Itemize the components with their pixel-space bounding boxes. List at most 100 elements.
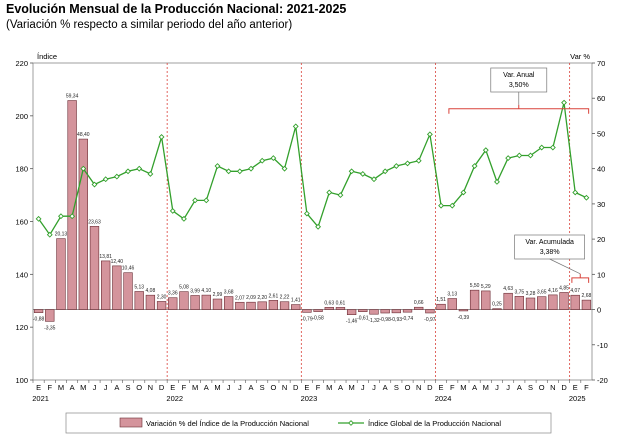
x-axis-month-label: A bbox=[70, 383, 75, 392]
index-point bbox=[348, 168, 355, 175]
right-axis-label: Var % bbox=[570, 52, 590, 61]
x-axis-month-label: S bbox=[260, 383, 265, 392]
bar bbox=[279, 301, 290, 310]
x-axis-month-label: E bbox=[170, 383, 175, 392]
annotation-label: Var. Anual bbox=[503, 72, 535, 79]
bar bbox=[559, 292, 569, 310]
index-point bbox=[438, 202, 445, 209]
bar bbox=[156, 301, 167, 310]
index-point bbox=[538, 144, 545, 151]
x-axis-month-label: E bbox=[304, 383, 309, 392]
index-point bbox=[203, 197, 210, 204]
bar bbox=[78, 138, 88, 310]
x-axis-month-label: A bbox=[517, 383, 522, 392]
bar bbox=[324, 307, 334, 310]
index-point bbox=[460, 189, 467, 196]
bar-value-label: 0,25 bbox=[492, 302, 502, 308]
x-axis-month-label: O bbox=[270, 383, 276, 392]
x-axis-month-label: A bbox=[338, 383, 343, 392]
bar-value-label: 2,68 bbox=[582, 293, 592, 299]
x-axis-month-label: F bbox=[450, 383, 455, 392]
bar-value-label: -1,32 bbox=[368, 318, 380, 324]
bar-value-label: 48,40 bbox=[77, 132, 90, 138]
x-axis-month-label: J bbox=[227, 383, 231, 392]
bar bbox=[548, 294, 558, 310]
bar-value-label: 0,61 bbox=[336, 300, 346, 306]
bar bbox=[257, 301, 267, 310]
bar bbox=[581, 299, 592, 310]
x-axis-month-label: D bbox=[293, 383, 299, 392]
bar bbox=[503, 292, 513, 310]
annotation-value: 3,38% bbox=[540, 249, 560, 256]
bar-value-label: -0,61 bbox=[357, 316, 369, 322]
bar-value-label: 2,20 bbox=[257, 295, 267, 301]
index-point bbox=[449, 202, 456, 209]
x-axis-month-label: F bbox=[584, 383, 589, 392]
bar bbox=[45, 309, 55, 322]
right-axis-tick-label: 60 bbox=[597, 94, 605, 103]
x-axis-month-label: M bbox=[349, 383, 355, 392]
x-axis-month-label: D bbox=[561, 383, 567, 392]
index-point bbox=[315, 223, 322, 230]
x-axis-month-label: S bbox=[126, 383, 131, 392]
x-axis-month-label: M bbox=[58, 383, 64, 392]
bar-value-label: 5,13 bbox=[134, 284, 144, 290]
bar-value-label: 4,63 bbox=[503, 286, 513, 292]
bar bbox=[190, 295, 200, 310]
index-point bbox=[214, 163, 221, 169]
x-axis-month-label: O bbox=[136, 383, 142, 392]
x-axis-month-label: M bbox=[192, 383, 198, 392]
bar bbox=[179, 291, 189, 310]
x-axis-month-label: D bbox=[427, 383, 433, 392]
bar-value-label: -0,79 bbox=[301, 316, 313, 322]
index-point bbox=[482, 147, 489, 154]
x-axis-month-label: J bbox=[93, 383, 97, 392]
bar-value-label: 4,16 bbox=[548, 288, 558, 294]
index-point bbox=[236, 168, 243, 175]
index-point bbox=[494, 178, 500, 185]
bar bbox=[313, 309, 323, 312]
bar-value-label: 20,13 bbox=[55, 232, 68, 238]
plot-frame bbox=[32, 62, 593, 381]
bar bbox=[492, 308, 502, 310]
bar-value-label: -0,93 bbox=[391, 317, 403, 323]
bar bbox=[447, 298, 457, 310]
bar bbox=[469, 289, 480, 310]
bar-value-label: 5,50 bbox=[470, 283, 480, 289]
x-axis-month-label: A bbox=[114, 383, 119, 392]
bar bbox=[112, 265, 122, 310]
bar bbox=[358, 309, 368, 313]
bar-value-label: 23,63 bbox=[88, 219, 101, 225]
left-axis-tick-label: 120 bbox=[15, 323, 28, 332]
x-axis-month-label: E bbox=[573, 383, 578, 392]
index-point bbox=[259, 157, 266, 164]
bar-value-label: 1,51 bbox=[436, 297, 446, 303]
index-point bbox=[35, 215, 42, 222]
bar-value-label: 5,29 bbox=[481, 284, 491, 290]
bar-value-label: 2,99 bbox=[213, 292, 223, 298]
legend-bar-label: Variación % del Índice de la Producción … bbox=[146, 419, 309, 428]
index-line bbox=[38, 102, 587, 236]
bar bbox=[246, 301, 256, 310]
index-point bbox=[382, 168, 389, 175]
x-axis-month-label: M bbox=[80, 383, 86, 392]
bar bbox=[369, 309, 379, 315]
index-point bbox=[505, 155, 512, 162]
bar bbox=[537, 296, 547, 310]
bar-value-label: 2,09 bbox=[246, 295, 256, 301]
legend-line-marker bbox=[348, 420, 354, 426]
bar bbox=[402, 309, 413, 313]
bar-value-label: 13,81 bbox=[99, 254, 112, 260]
index-point bbox=[527, 152, 534, 159]
bar bbox=[56, 238, 66, 310]
bar-value-label: 4,08 bbox=[146, 288, 156, 294]
index-point bbox=[270, 155, 277, 162]
x-axis-month-label: F bbox=[47, 383, 52, 392]
bar-value-label: 59,34 bbox=[66, 94, 79, 100]
index-point bbox=[281, 165, 288, 172]
bar bbox=[525, 297, 536, 310]
bar-value-label: 3,36 bbox=[168, 291, 178, 297]
x-axis-month-label: S bbox=[528, 383, 533, 392]
annotation-label: Var. Acumulada bbox=[525, 239, 574, 246]
